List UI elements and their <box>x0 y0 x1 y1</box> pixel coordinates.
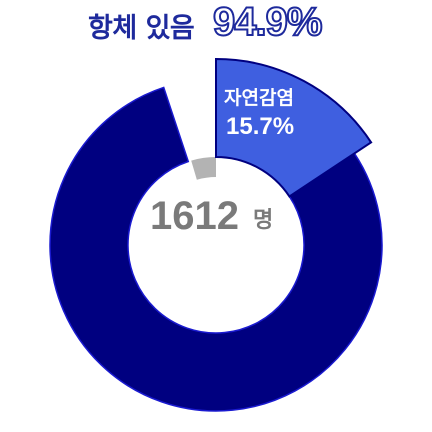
callout-slice-name: 자연감염 <box>224 87 294 109</box>
antibody-present-percent: 94.9% <box>212 0 323 45</box>
callout-slice-value: 15.7% <box>226 113 294 140</box>
antibody-present-label: 항체 있음 <box>88 13 195 44</box>
donut-slice-gray <box>191 157 216 180</box>
center-total-value: 1612 <box>150 194 239 238</box>
chart-header: 항체 있음 94.9% <box>0 0 432 50</box>
center-total-unit: 명 <box>253 208 274 233</box>
donut-slice-main <box>49 86 383 412</box>
donut-slice-callout <box>215 57 373 198</box>
